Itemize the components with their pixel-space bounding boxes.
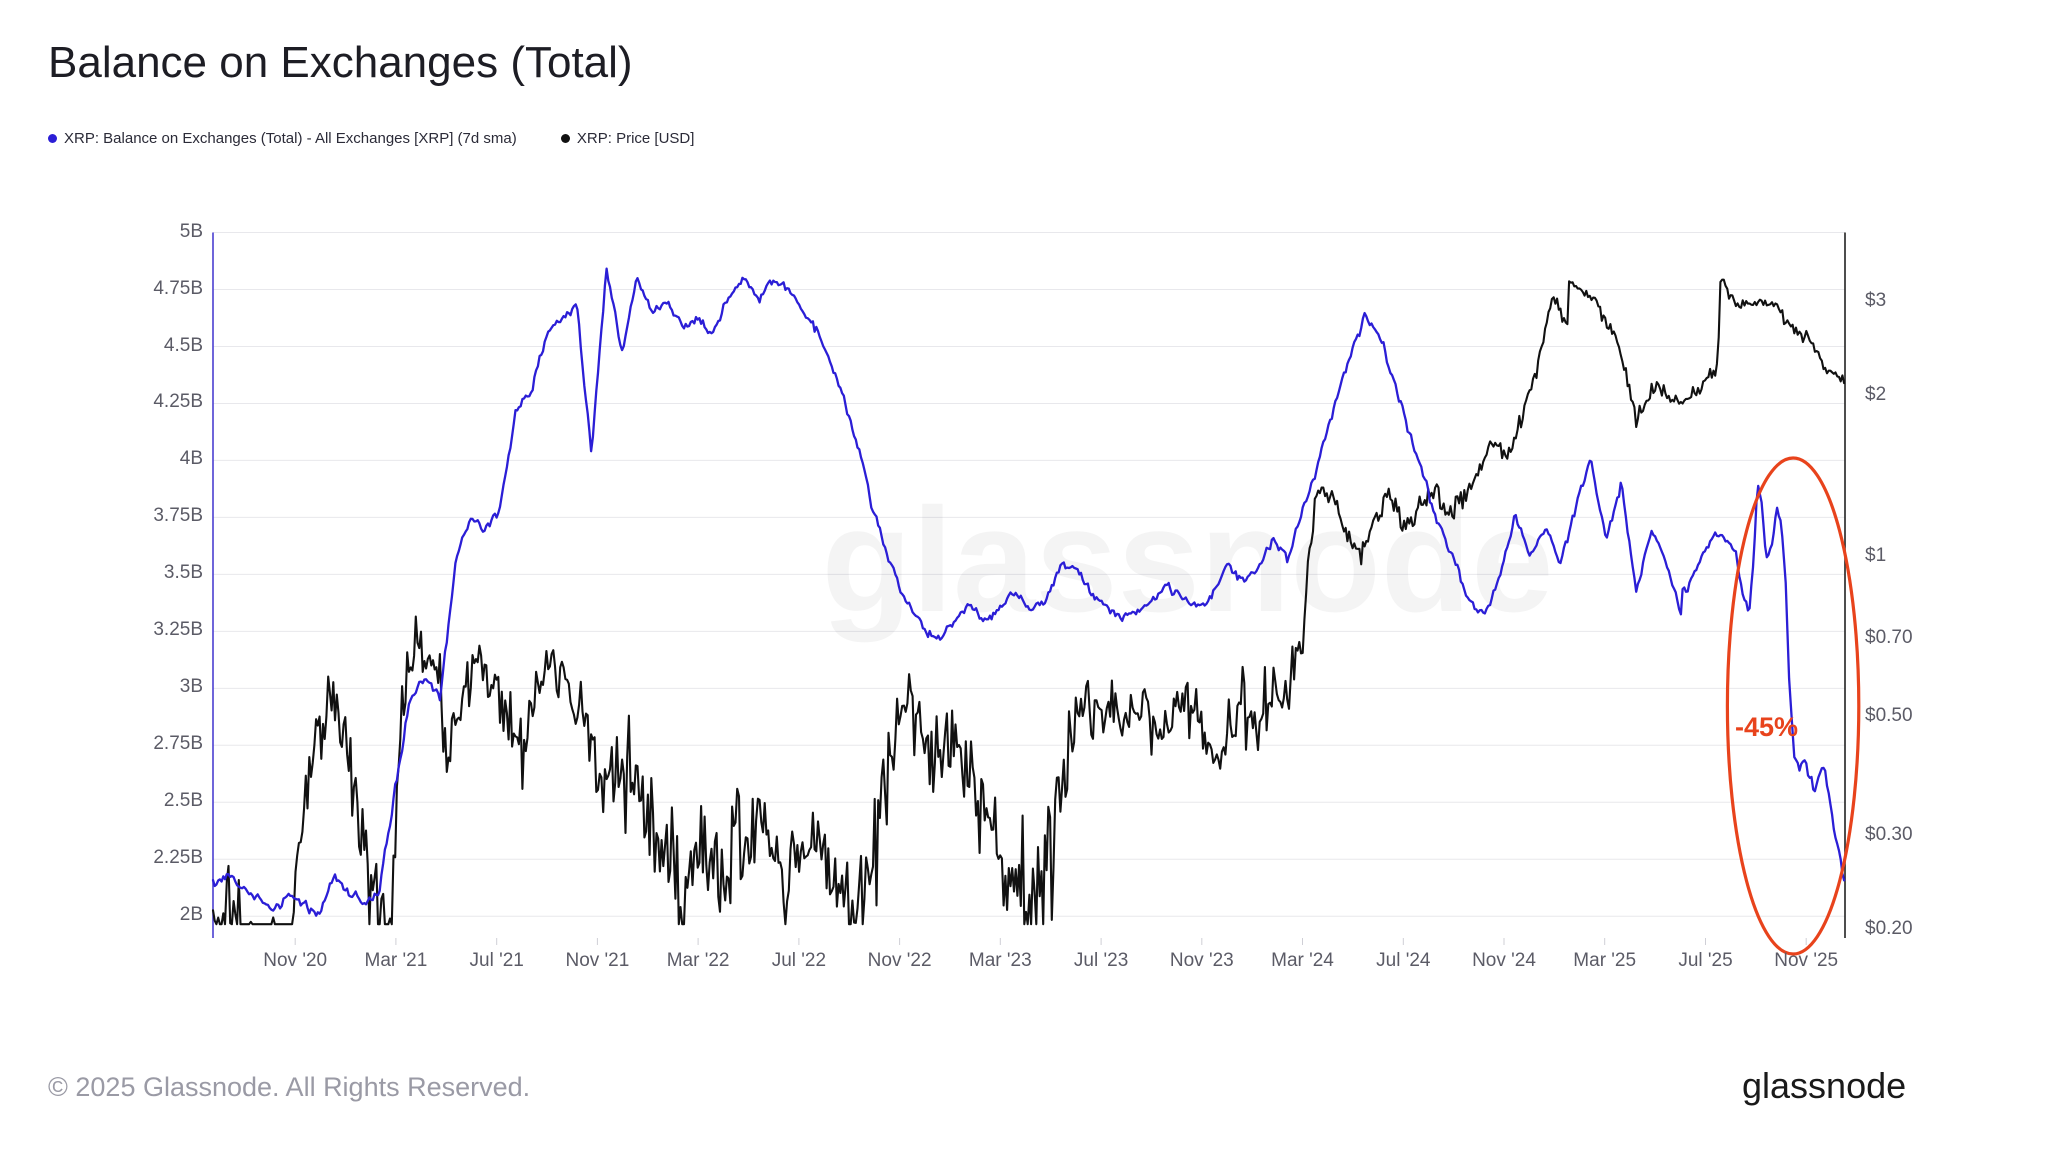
svg-text:glassnode: glassnode <box>1742 1065 1906 1106</box>
